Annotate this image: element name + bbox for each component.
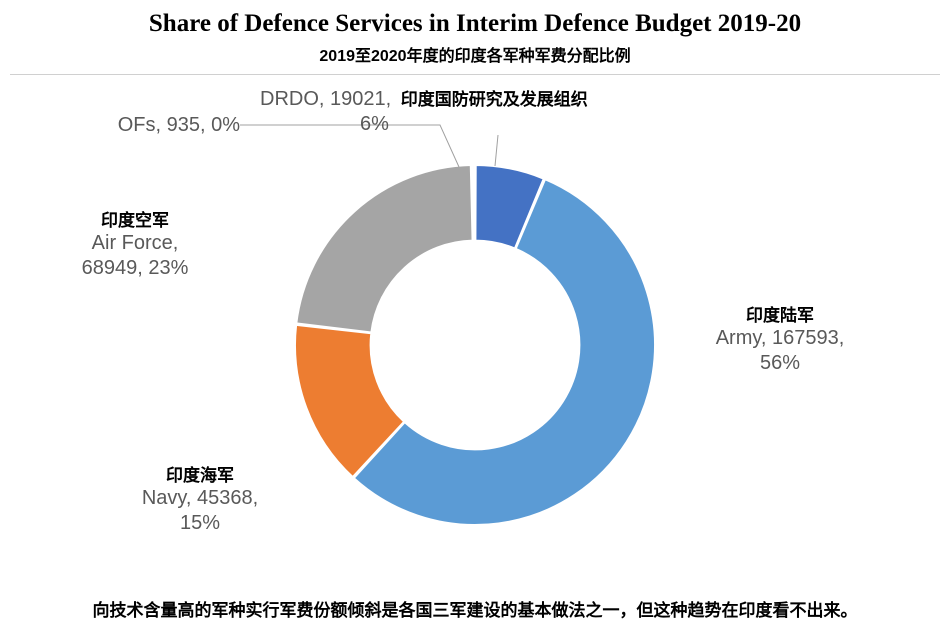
label-army: 印度陆军 Army, 167593, 56% [680,305,880,376]
label-navy-line2: 15% [180,512,220,534]
label-drdo-line1: DRDO, 19021, [260,88,391,110]
chart-subtitle: 2019至2020年度的印度各军种军费分配比例 [10,38,940,75]
label-army-line1: Army, 167593, [716,327,845,349]
label-navy-cn: 印度海军 [100,465,300,486]
label-airforce-line2: 68949, 23% [82,257,189,279]
label-airforce-cn: 印度空军 [20,210,250,231]
footer-text: 向技术含量高的军种实行军费份额倾斜是各国三军建设的基本做法之一，但这种趋势在印度… [0,596,950,621]
label-navy: 印度海军 Navy, 45368, 15% [100,465,300,536]
label-army-cn: 印度陆军 [680,305,880,326]
chart-area: DRDO, 19021, 印度国防研究及发展组织 6% OFs, 935, 0%… [0,75,950,595]
chart-title: Share of Defence Services in Interim Def… [0,0,950,38]
label-drdo-line2: 6% [360,113,389,135]
label-airforce-line1: Air Force, [92,232,179,254]
label-ofs: OFs, 935, 0% [80,113,240,138]
label-drdo-cn: 印度国防研究及发展组织 [401,90,588,109]
label-army-line2: 56% [760,352,800,374]
label-navy-line1: Navy, 45368, [142,487,258,509]
label-drdo: DRDO, 19021, 印度国防研究及发展组织 6% [260,87,700,137]
label-airforce: 印度空军 Air Force, 68949, 23% [20,210,250,281]
label-ofs-line: OFs, 935, 0% [118,114,240,136]
